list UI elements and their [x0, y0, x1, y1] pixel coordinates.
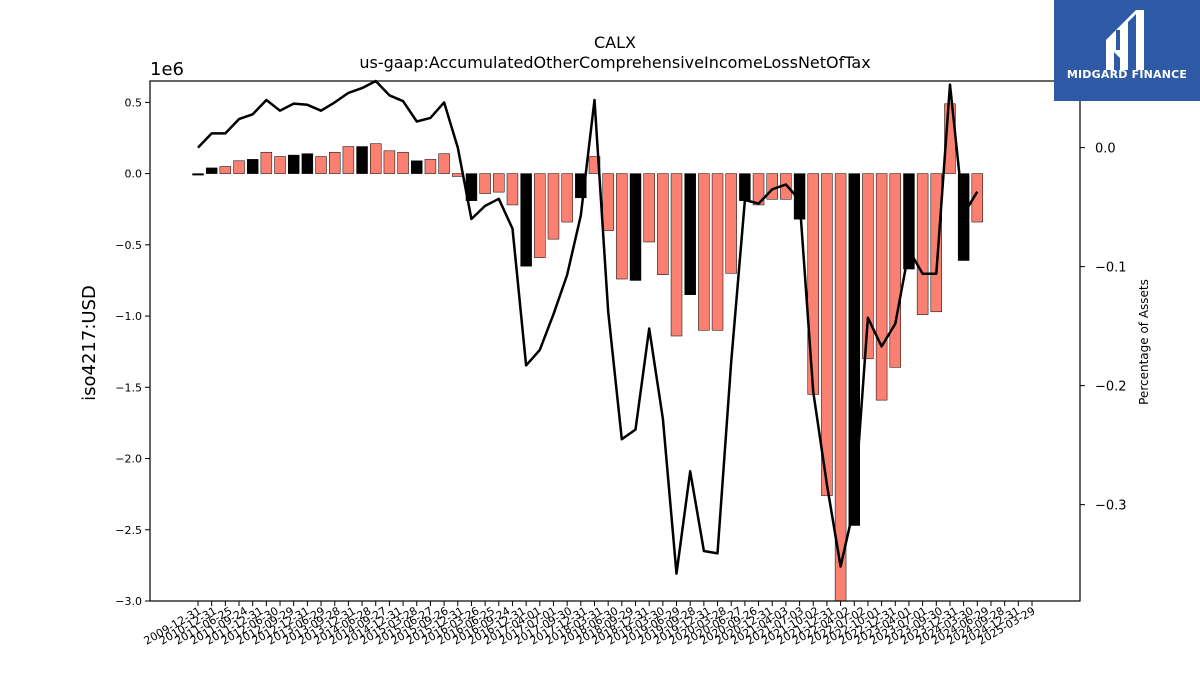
bar [575, 173, 587, 199]
y-tick-label: −0.5 [115, 239, 142, 252]
bar [246, 159, 259, 174]
bar [930, 173, 943, 313]
y-tick-label: −2.5 [115, 524, 142, 537]
y2-axis-ticks: 0.0 −0.1 −0.2 −0.3 [1080, 142, 1127, 514]
y-tick-label: −3.0 [115, 595, 142, 608]
bar [520, 173, 532, 267]
bar [205, 167, 218, 174]
bar [848, 173, 860, 526]
bar [547, 173, 560, 240]
y-axis-ticks: 0.5 0.0 −0.5 −1.0 −1.5 −2.0 −2.5 −3.0 [115, 96, 150, 608]
bar [739, 173, 751, 201]
y2-tick-label: −0.2 [1095, 380, 1127, 395]
bar [711, 173, 724, 331]
bar [916, 173, 929, 315]
line-series [197, 79, 979, 575]
y2-tick-label: 0.0 [1095, 142, 1116, 157]
bar [342, 146, 355, 174]
chart-subtitle: us-gaap:AccumulatedOtherComprehensiveInc… [359, 53, 870, 72]
percentage-line [197, 79, 979, 575]
bar [383, 150, 396, 174]
bar [875, 173, 888, 401]
y-tick-label: −1.5 [115, 381, 142, 394]
bar [506, 173, 519, 206]
bar [424, 159, 437, 174]
bar [616, 173, 628, 280]
midgard-finance-logo: MIDGARD FINANCE [1054, 0, 1200, 101]
bar [602, 173, 614, 231]
bar [260, 151, 273, 174]
bar [725, 173, 737, 274]
plot-frame [149, 80, 1081, 602]
bar [793, 173, 806, 220]
bar [862, 173, 874, 360]
bar [752, 173, 765, 206]
bar-series [192, 103, 984, 602]
brand-name: MIDGARD FINANCE [1066, 68, 1188, 81]
y-tick-label: −1.0 [115, 310, 142, 323]
bar [766, 173, 778, 200]
y-axis-label: iso4217:USD [79, 285, 100, 401]
y-tick-label: −2.0 [115, 453, 142, 466]
bar [479, 173, 491, 194]
bar [807, 173, 819, 395]
bar [411, 160, 423, 174]
bar [301, 153, 314, 174]
bar [657, 173, 669, 276]
bar [957, 173, 970, 261]
bar [438, 153, 450, 174]
bar [534, 173, 546, 258]
y2-axis-label: Percentage of Assets [1137, 279, 1151, 405]
bar [903, 173, 915, 270]
midgard-logo-icon [1106, 10, 1144, 70]
bar [219, 166, 232, 174]
bar [493, 173, 505, 193]
bar [329, 151, 341, 174]
bar [889, 173, 901, 368]
y2-tick-label: −0.1 [1095, 261, 1127, 276]
bar [287, 154, 300, 174]
bar [192, 173, 204, 176]
bar [643, 173, 655, 243]
x-axis-ticks: 2009-12-312010-12-312011-06-252011-09-24… [142, 601, 1038, 648]
bar [315, 156, 327, 174]
y-offset-label: 1e6 [150, 59, 184, 80]
bar [274, 156, 286, 174]
bar [821, 173, 833, 496]
y2-tick-label: −0.3 [1095, 499, 1127, 514]
bar [684, 173, 696, 295]
chart-title: CALX [594, 33, 636, 52]
bar [971, 173, 984, 223]
bar [370, 143, 382, 174]
bar [588, 156, 601, 174]
bar [356, 146, 368, 174]
bar [670, 173, 683, 337]
bar [397, 151, 409, 174]
y-tick-label: 0.0 [125, 168, 143, 181]
y-tick-label: 0.5 [125, 96, 143, 109]
bar [698, 173, 710, 331]
bar [233, 160, 245, 174]
bar [629, 173, 642, 281]
bar [561, 173, 573, 223]
